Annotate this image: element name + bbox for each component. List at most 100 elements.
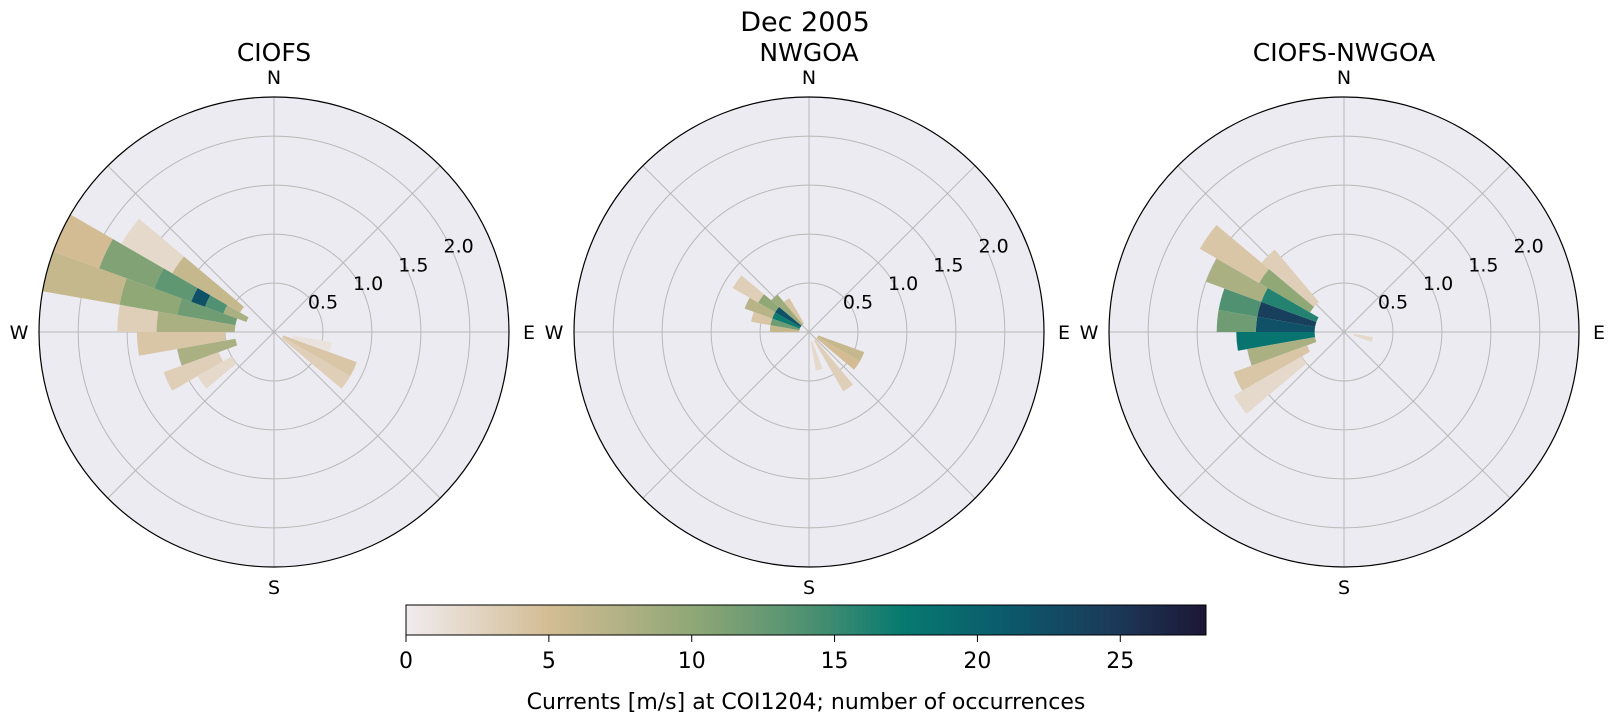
compass-label-e: E xyxy=(1058,322,1070,344)
rose-cell xyxy=(1233,345,1311,391)
compass-label-s: S xyxy=(268,577,280,599)
grid-spoke xyxy=(107,165,275,333)
radial-tick-label: 1.0 xyxy=(1423,273,1453,295)
compass-label-w: W xyxy=(10,322,29,344)
grid-spoke xyxy=(107,331,275,499)
rose-cell xyxy=(117,304,159,332)
grid-spoke xyxy=(1343,331,1511,499)
rose-cell xyxy=(816,336,860,370)
rose-cell xyxy=(758,294,779,313)
polar-frame xyxy=(573,96,1045,568)
rose-cell xyxy=(783,298,805,325)
colorbar: 0 5 10 15 20 25 Currents [m/s] at COI1204; nu… xyxy=(399,604,1207,715)
rose-cell xyxy=(769,325,800,332)
colorbar-tick-label: 10 xyxy=(678,649,706,674)
rose-cell xyxy=(163,352,224,391)
rose-cell xyxy=(282,335,357,377)
rose-cell xyxy=(53,214,113,269)
rose-cell xyxy=(1216,309,1258,332)
radial-tick-label: 1.0 xyxy=(888,273,918,295)
colorbar-gradient xyxy=(405,604,1207,636)
radial-tick-label: 0.5 xyxy=(843,292,873,314)
grid-spoke xyxy=(642,331,810,499)
colorbar-tick-label: 20 xyxy=(963,649,991,674)
rose-cell xyxy=(1261,249,1319,307)
panel-title: NWGOA xyxy=(759,38,858,67)
compass-label-e: E xyxy=(1593,322,1605,344)
rose-cell xyxy=(1233,356,1307,414)
rose-cell xyxy=(772,312,801,329)
radial-tick-label: 2.0 xyxy=(979,236,1009,258)
polar-frame xyxy=(38,96,510,568)
rose-cell xyxy=(771,294,803,326)
rose-panel-ciofs: 0.5 1.0 1.5 2.0 N E S W CIOFS xyxy=(10,38,535,599)
rose-cell xyxy=(99,238,164,289)
panel-title: CIOFS-NWGOA xyxy=(1253,38,1435,67)
rose-cell xyxy=(1236,332,1316,351)
rose-cell xyxy=(817,335,865,362)
rose-cell xyxy=(810,341,823,371)
rose-cell xyxy=(197,356,237,389)
grid-spoke xyxy=(273,165,441,333)
rose-cell xyxy=(191,287,211,307)
rose-cell xyxy=(1255,316,1316,332)
compass-label-e: E xyxy=(523,322,535,344)
colorbar-label: Currents [m/s] at COI1204; number of occ… xyxy=(527,690,1086,715)
rose-cell xyxy=(119,278,182,315)
grid-spoke xyxy=(1343,165,1511,333)
radial-tick-label: 1.0 xyxy=(353,273,383,295)
colorbar-ticks: 0 5 10 15 20 25 xyxy=(399,635,1134,674)
rose-cell xyxy=(154,268,198,302)
colorbar-tick-label: 5 xyxy=(542,649,556,674)
radial-tick-label: 1.5 xyxy=(933,254,963,276)
radial-tick-label: 2.0 xyxy=(444,236,474,258)
radial-tick-label: 1.5 xyxy=(1468,254,1498,276)
rose-cell xyxy=(1218,288,1262,317)
rose-panel-ciofs-nwgoa: 0.5 1.0 1.5 2.0 N E S W CIOFS-NWGOA xyxy=(1080,38,1605,599)
compass-label-w: W xyxy=(1080,322,1099,344)
grid-spoke xyxy=(273,331,441,499)
compass-label-w: W xyxy=(545,322,564,344)
radial-tick-label: 0.5 xyxy=(308,292,338,314)
rose-cell xyxy=(732,275,764,303)
compass-label-s: S xyxy=(1338,577,1350,599)
rose-cell xyxy=(1261,287,1319,322)
rose-cell xyxy=(281,336,351,389)
rose-cell xyxy=(204,295,228,314)
rose-cell xyxy=(1199,225,1269,284)
rose-cell xyxy=(292,335,332,353)
compass-label-n: N xyxy=(1337,67,1351,89)
rose-cell xyxy=(1205,258,1268,302)
rose-cell xyxy=(172,256,244,313)
panel-title: CIOFS xyxy=(237,38,311,67)
rose-cell xyxy=(770,318,800,331)
figure-title: Dec 2005 xyxy=(740,7,870,38)
rose-cell xyxy=(751,311,773,326)
rose-cell xyxy=(1257,301,1317,327)
colorbar-tick-label: 0 xyxy=(399,649,413,674)
grid-spoke xyxy=(808,165,976,333)
rose-cell xyxy=(775,306,802,328)
radial-tick-label: 2.0 xyxy=(1514,236,1544,258)
rose-cell xyxy=(42,251,127,305)
grid-spoke xyxy=(808,331,976,499)
colorbar-tick-label: 25 xyxy=(1106,649,1134,674)
rose-panels: 0.5 1.0 1.5 2.0 N E S W CIOFS 0.5 1.0 1.5 2.0 N E S W NWG… xyxy=(10,38,1605,599)
rose-cell xyxy=(136,332,226,356)
colorbar-tick-label: 15 xyxy=(821,649,849,674)
rose-cell xyxy=(121,218,184,274)
rose-cell xyxy=(1247,337,1317,366)
compass-label-n: N xyxy=(802,67,816,89)
radial-tick-label: 1.5 xyxy=(398,254,428,276)
compass-label-s: S xyxy=(803,577,815,599)
compass-label-n: N xyxy=(267,67,281,89)
polar-frame xyxy=(1108,96,1580,568)
rose-panel-nwgoa: 0.5 1.0 1.5 2.0 N E S W NWGOA xyxy=(545,38,1070,599)
rose-cell xyxy=(177,338,238,366)
rose-cell xyxy=(1259,269,1314,313)
rose-cell xyxy=(156,311,236,332)
rose-cell xyxy=(177,298,238,326)
rose-cell xyxy=(1353,333,1373,343)
rose-cell xyxy=(223,305,249,322)
